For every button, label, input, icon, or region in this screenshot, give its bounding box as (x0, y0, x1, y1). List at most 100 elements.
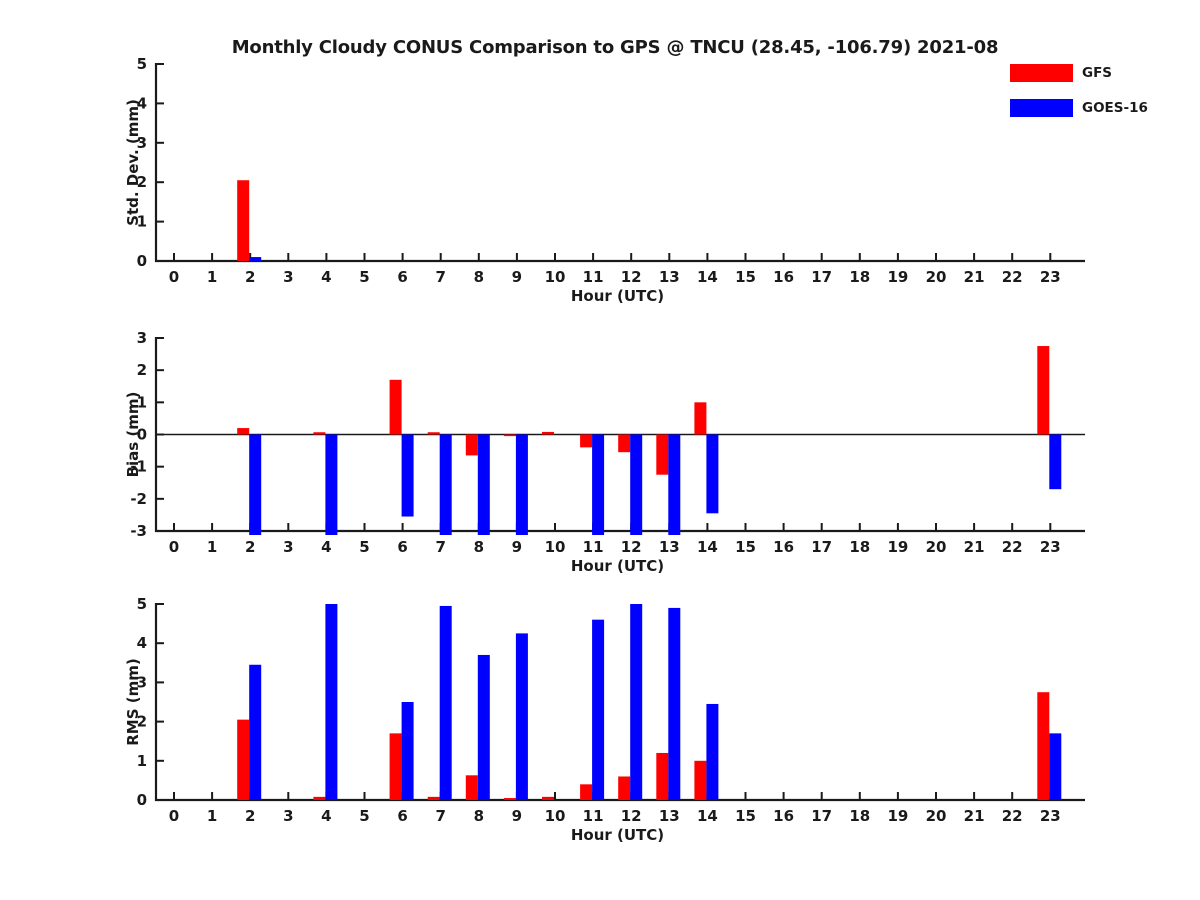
rms-y-tick-label: 0 (137, 791, 147, 809)
gfs-bar-hour-12 (618, 776, 631, 800)
bias-x-tick-label: 8 (474, 538, 484, 556)
stddev-x-tick-label: 1 (207, 268, 217, 286)
bias-y-tick-label: 2 (137, 361, 147, 379)
rms-x-tick-label: 3 (283, 807, 293, 825)
stddev-x-tick-label: 17 (811, 268, 832, 286)
rms-y-tick-label: 4 (137, 634, 147, 652)
stddev-x-tick-label: 6 (397, 268, 407, 286)
bias-x-tick-label: 22 (1002, 538, 1023, 556)
goes-16-bar-hour-6 (401, 702, 414, 800)
rms-x-tick-label: 8 (474, 807, 484, 825)
gfs-bar-hour-23 (1037, 692, 1050, 800)
stddev-x-tick-label: 5 (359, 268, 369, 286)
gfs-bar-hour-7 (427, 432, 440, 435)
rms-x-tick-label: 13 (659, 807, 680, 825)
gfs-legend-label: GFS (1082, 65, 1113, 81)
goes-16-bar-hour-23 (1049, 434, 1062, 490)
stddev-x-tick-label: 10 (545, 268, 566, 286)
gfs-bar-hour-14 (694, 760, 707, 800)
gfs-bar-hour-9 (503, 798, 516, 800)
rms-x-tick-label: 0 (169, 807, 179, 825)
stddev-y-tick-label: 2 (137, 173, 147, 191)
rms-x-tick-label: 4 (321, 807, 331, 825)
bias-x-tick-label: 3 (283, 538, 293, 556)
rms-x-tick-label: 15 (735, 807, 756, 825)
rms-x-tick-label: 16 (773, 807, 794, 825)
bias-x-tick-label: 11 (583, 538, 604, 556)
bias-x-tick-label: 16 (773, 538, 794, 556)
stddev-ylabel: Std. Dev. (mm) (124, 99, 142, 226)
rms-xlabel: Hour (UTC) (571, 826, 664, 844)
rms-x-tick-label: 12 (621, 807, 642, 825)
gfs-bar-hour-7 (427, 796, 440, 800)
bias-x-tick-label: 21 (964, 538, 985, 556)
gfs-bar-hour-14 (694, 402, 707, 435)
goes-16-bar-hour-9 (515, 633, 528, 800)
goes-16-bar-hour-2 (249, 434, 262, 535)
rms-y-tick-label: 3 (137, 673, 147, 691)
rms-x-tick-label: 2 (245, 807, 255, 825)
rms-x-tick-label: 5 (359, 807, 369, 825)
rms-x-tick-label: 23 (1040, 807, 1061, 825)
bias-y-tick-label: 0 (137, 426, 147, 444)
stddev-y-tick-label: 3 (137, 134, 147, 152)
bias-x-tick-label: 7 (435, 538, 445, 556)
gfs-bar-hour-9 (503, 434, 516, 437)
bias-y-tick-label: -3 (130, 522, 147, 540)
rms-y-tick-label: 5 (137, 595, 147, 613)
rms-x-tick-label: 19 (887, 807, 908, 825)
stddev-x-tick-label: 0 (169, 268, 179, 286)
gfs-bar-hour-6 (389, 379, 402, 435)
bias-x-tick-label: 1 (207, 538, 217, 556)
stddev-x-tick-label: 7 (435, 268, 445, 286)
gfs-bar-hour-12 (618, 434, 631, 453)
gfs-bar-hour-2 (237, 719, 250, 800)
stddev-x-tick-label: 18 (849, 268, 870, 286)
legend-item-gfs: GFS (1010, 64, 1148, 82)
bias-x-tick-label: 19 (887, 538, 908, 556)
goes-16-bar-hour-8 (477, 434, 490, 535)
gfs-bar-hour-2 (237, 180, 250, 261)
gfs-bar-hour-10 (542, 431, 554, 435)
stddev-x-tick-label: 13 (659, 268, 680, 286)
rms-x-tick-label: 11 (583, 807, 604, 825)
goes16-legend-label: GOES-16 (1082, 100, 1148, 116)
bias-xlabel: Hour (UTC) (571, 557, 664, 575)
bias-x-tick-label: 17 (811, 538, 832, 556)
stddev-y-tick-label: 4 (137, 94, 147, 112)
gfs-bar-hour-4 (313, 796, 326, 800)
rms-x-tick-label: 18 (849, 807, 870, 825)
bias-x-tick-label: 9 (512, 538, 522, 556)
stddev-y-tick-label: 5 (137, 55, 147, 73)
goes-16-bar-hour-11 (592, 619, 605, 800)
goes16-color-swatch (1010, 99, 1073, 117)
rms-y-tick-label: 2 (137, 713, 147, 731)
rms-y-tick-label: 1 (137, 752, 147, 770)
bias-y-tick-label: -1 (130, 458, 147, 476)
rms-x-tick-label: 7 (435, 807, 445, 825)
bias-ylabel: Bias (mm) (124, 392, 142, 478)
gfs-bar-hour-4 (313, 432, 326, 435)
rms-x-tick-label: 10 (545, 807, 566, 825)
bias-x-tick-label: 12 (621, 538, 642, 556)
stddev-x-tick-label: 9 (512, 268, 522, 286)
goes-16-bar-hour-8 (477, 654, 490, 800)
goes-16-bar-hour-6 (401, 434, 414, 517)
gfs-color-swatch (1010, 64, 1073, 82)
rms-x-tick-label: 17 (811, 807, 832, 825)
bias-x-tick-label: 6 (397, 538, 407, 556)
rms-x-tick-label: 1 (207, 807, 217, 825)
stddev-x-tick-label: 21 (964, 268, 985, 286)
bias-x-tick-label: 23 (1040, 538, 1061, 556)
goes-16-bar-hour-12 (630, 604, 643, 800)
goes-16-bar-hour-9 (515, 434, 528, 535)
rms-x-tick-label: 14 (697, 807, 718, 825)
stddev-x-tick-label: 16 (773, 268, 794, 286)
bias-y-tick-label: -2 (130, 490, 147, 508)
bias-x-tick-label: 20 (926, 538, 947, 556)
stddev-xlabel: Hour (UTC) (571, 287, 664, 305)
